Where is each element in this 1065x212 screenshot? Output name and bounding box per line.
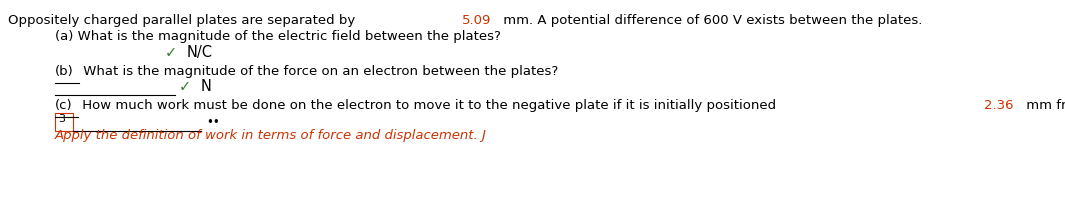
Text: 3: 3	[58, 114, 65, 124]
Text: N/C: N/C	[186, 45, 213, 60]
Text: (c): (c)	[55, 99, 72, 112]
Text: 2.36: 2.36	[984, 99, 1014, 112]
Text: 5.09: 5.09	[461, 14, 491, 27]
Text: mm from the positive plate?: mm from the positive plate?	[1022, 99, 1065, 112]
Text: ✓: ✓	[165, 45, 182, 60]
Text: (b): (b)	[55, 65, 73, 78]
Text: Oppositely charged parallel plates are separated by: Oppositely charged parallel plates are s…	[9, 14, 360, 27]
FancyBboxPatch shape	[55, 113, 73, 131]
Text: (a) What is the magnitude of the electric field between the plates?: (a) What is the magnitude of the electri…	[55, 30, 501, 43]
Text: ••: ••	[207, 116, 220, 129]
Text: How much work must be done on the electron to move it to the negative plate if i: How much work must be done on the electr…	[78, 99, 781, 112]
Text: ✓: ✓	[179, 79, 195, 94]
Text: What is the magnitude of the force on an electron between the plates?: What is the magnitude of the force on an…	[79, 65, 558, 78]
Text: N: N	[200, 79, 211, 94]
Text: mm. A potential difference of 600 V exists between the plates.: mm. A potential difference of 600 V exis…	[499, 14, 923, 27]
Text: Apply the definition of work in terms of force and displacement. J: Apply the definition of work in terms of…	[55, 129, 487, 142]
